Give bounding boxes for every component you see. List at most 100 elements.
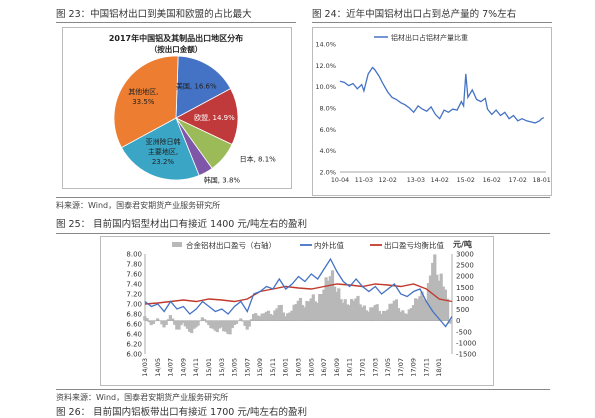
combo-x-tick: 15/05 xyxy=(231,358,239,377)
profit-bar xyxy=(401,310,405,321)
combo-x-tick: 17/07 xyxy=(397,358,405,377)
profit-bar xyxy=(279,304,283,321)
combo-x-tick: 16/11 xyxy=(346,358,354,377)
svg-text:合金铝材出口盈亏（右轴）: 合金铝材出口盈亏（右轴） xyxy=(186,240,276,250)
profit-bar xyxy=(156,318,160,321)
profit-bar xyxy=(309,298,313,321)
profit-bar xyxy=(330,270,335,321)
profit-bar xyxy=(239,318,243,321)
line-x-tick: 18-01 xyxy=(533,177,551,184)
fig23-caption-rule xyxy=(56,22,296,23)
line-x-tick: 12-02 xyxy=(379,177,397,184)
profit-bar xyxy=(333,286,337,321)
profit-bar xyxy=(377,311,381,321)
profit-bar xyxy=(409,308,413,321)
profit-bar xyxy=(217,320,222,329)
combo-legend-item: 内外比值 xyxy=(300,240,344,250)
profit-bar xyxy=(350,299,354,321)
profit-bar xyxy=(337,288,341,321)
combo-right-tick: -500 xyxy=(456,328,472,336)
profit-bar xyxy=(283,316,288,321)
combo-x-tick: 15/03 xyxy=(218,358,226,377)
pie-chart: 2017年中国铝及其制品出口地区分布 （按出口金额） 美国, 16.6% 欧盟, … xyxy=(109,33,276,184)
profit-bar xyxy=(181,320,185,323)
profit-bar xyxy=(164,320,168,325)
profit-bar xyxy=(335,291,339,321)
profit-bar xyxy=(313,301,317,321)
profit-bar xyxy=(384,311,388,321)
profit-bar xyxy=(175,320,179,330)
profit-bar xyxy=(168,315,172,321)
profit-bar xyxy=(405,314,409,321)
line-legend-label: 铝材出口占铝材产量比重 xyxy=(391,33,468,42)
profit-bar xyxy=(252,314,256,321)
profit-bar xyxy=(241,320,245,322)
profit-bar xyxy=(273,310,277,321)
line-y-tick: 6.0% xyxy=(319,126,336,134)
profit-bar xyxy=(234,320,239,324)
combo-left-tick: 6.20 xyxy=(126,341,142,349)
combo-right-tick: 0 xyxy=(456,317,460,325)
breakeven-ratio-line xyxy=(144,283,453,305)
profit-bar xyxy=(147,320,151,323)
profit-bar xyxy=(322,289,326,321)
profit-bar xyxy=(392,300,396,321)
profit-bar xyxy=(307,301,311,321)
svg-text:33.5%: 33.5% xyxy=(132,98,155,106)
profit-bar xyxy=(153,320,158,322)
line-series xyxy=(339,66,545,124)
fig24-caption-rule xyxy=(312,22,552,23)
profit-bar xyxy=(343,299,347,321)
profit-bar xyxy=(379,314,384,321)
combo-left-tick: 7.40 xyxy=(126,281,142,289)
charts-canvas: 2017年中国铝及其制品出口地区分布 （按出口金额） 美国, 16.6% 欧盟, … xyxy=(109,33,551,377)
profit-bar xyxy=(213,320,217,331)
pie-slice xyxy=(175,88,239,146)
pie-slice-label: 韩国, 3.8% xyxy=(204,175,241,184)
combo-x-tick: 17/05 xyxy=(384,358,392,377)
profit-bar xyxy=(367,311,371,321)
profit-bar xyxy=(196,320,200,326)
profit-bar xyxy=(145,318,149,321)
right-axis-unit: 元/吨 xyxy=(453,239,472,249)
combo-x-tick: 15/09 xyxy=(256,358,264,377)
combo-right-tick: 3000 xyxy=(456,251,474,259)
profit-bar xyxy=(281,312,285,321)
profit-bar xyxy=(433,254,437,321)
combo-x-tick: 14/05 xyxy=(154,358,162,377)
profit-bar xyxy=(382,310,386,321)
profit-bar xyxy=(171,318,175,321)
profit-bar xyxy=(179,320,183,326)
combo-x-tick: 16/05 xyxy=(307,358,315,377)
combo-legend-item: 出口盈亏均衡比值 xyxy=(370,240,444,250)
line-y-tick: 8.0% xyxy=(319,105,336,113)
line-chart-panel xyxy=(312,27,552,196)
profit-bar xyxy=(258,316,262,321)
profit-bar xyxy=(185,320,190,329)
combo-right-tick: -1500 xyxy=(456,351,476,359)
profit-bar xyxy=(260,313,264,321)
combo-x-tick: 14/09 xyxy=(179,358,187,377)
profit-bar xyxy=(243,320,247,326)
profit-bar xyxy=(341,302,345,321)
svg-text:出口盈亏均衡比值: 出口盈亏均衡比值 xyxy=(384,240,444,250)
svg-text:韩国, 3.8%: 韩国, 3.8% xyxy=(204,175,241,184)
profit-bar xyxy=(448,320,452,324)
profit-bar xyxy=(190,320,194,334)
combo-left-tick: 7.20 xyxy=(126,291,142,299)
profit-bar xyxy=(428,275,433,321)
profit-bar xyxy=(411,305,416,321)
profit-bar xyxy=(437,280,441,321)
profit-bar xyxy=(320,294,324,321)
line-y-tick: 14.0% xyxy=(315,41,336,49)
profit-bar xyxy=(151,320,155,324)
profit-bar xyxy=(194,320,198,328)
combo-right-tick: 1500 xyxy=(456,284,474,292)
profit-bar xyxy=(202,319,207,321)
fig25-caption-rule xyxy=(56,233,550,234)
source2-rule xyxy=(56,389,550,390)
profit-bar xyxy=(388,303,392,321)
domestic-foreign-ratio-line xyxy=(144,257,453,328)
profit-bar xyxy=(262,313,266,321)
combo-x-tick: 14/11 xyxy=(192,358,200,377)
